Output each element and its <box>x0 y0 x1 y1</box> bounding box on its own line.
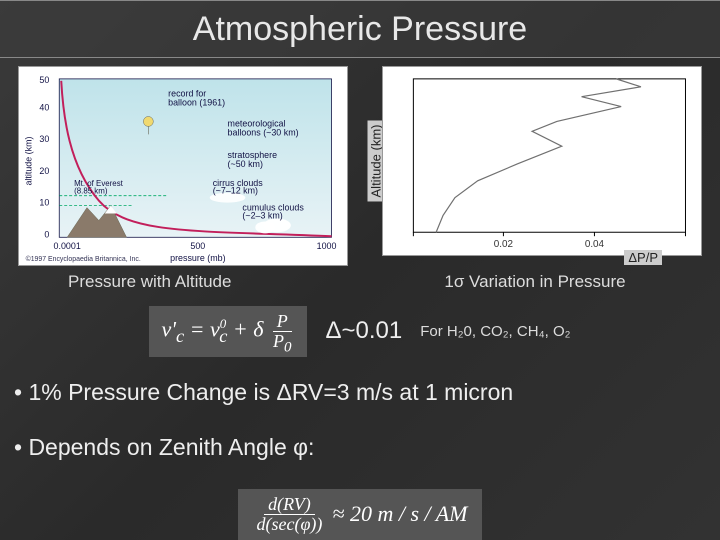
svg-text:altitude (km): altitude (km) <box>24 137 34 186</box>
bullets: • 1% Pressure Change is ΔRV=3 m/s at 1 m… <box>0 357 720 461</box>
page-title: Atmospheric Pressure <box>193 10 527 49</box>
frac-num: P <box>273 312 292 332</box>
pressure-altitude-chart: 0 10 20 30 40 50 altitude (km) 0.0001 50… <box>18 66 348 266</box>
bullet-2: • Depends on Zenith Angle φ: <box>14 434 706 461</box>
svg-text:0: 0 <box>44 229 49 239</box>
equation-line-center: ν'c = ν0c + δ P P0 <box>149 306 307 357</box>
svg-text:balloon (1961): balloon (1961) <box>168 98 225 108</box>
eq2-num: d(RV) <box>264 495 315 515</box>
svg-text:(~50 km): (~50 km) <box>228 159 263 169</box>
charts-row: 0 10 20 30 40 50 altitude (km) 0.0001 50… <box>0 58 720 266</box>
svg-text:40: 40 <box>39 103 49 113</box>
svg-text:30: 30 <box>39 134 49 144</box>
delta-value: Δ~0.01 <box>325 317 402 345</box>
svg-text:10: 10 <box>39 198 49 208</box>
svg-text:(~7–12 km): (~7–12 km) <box>213 186 258 196</box>
title-bar: Atmospheric Pressure <box>0 0 720 58</box>
eq2-rhs: ≈ 20 m / s / AM <box>332 501 467 527</box>
eq2-den: d(sec(φ)) <box>252 515 326 534</box>
right-chart-svg: 0.02 0.04 <box>383 67 701 255</box>
svg-text:1000: 1000 <box>317 241 337 251</box>
svg-text:(8.85 km): (8.85 km) <box>74 187 108 196</box>
right-chart-wrap: Altitude (km) 0.02 0.04 ΔP/P <box>382 66 702 256</box>
pressure-variation-chart: 0.02 0.04 <box>382 66 702 256</box>
right-chart-caption: 1σ Variation in Pressure <box>368 272 702 292</box>
equation-zenith: d(RV) d(sec(φ)) ≈ 20 m / s / AM <box>238 489 481 540</box>
equation2-wrap: d(RV) d(sec(φ)) ≈ 20 m / s / AM <box>0 489 720 540</box>
svg-text:pressure (mb): pressure (mb) <box>170 253 225 263</box>
formula-row: ν'c = ν0c + δ P P0 Δ~0.01 For H₂0, CO₂, … <box>0 306 720 357</box>
right-chart-xlabel: ΔP/P <box>624 250 662 265</box>
svg-text:(~2–3 km): (~2–3 km) <box>242 210 282 220</box>
svg-text:0.04: 0.04 <box>585 239 605 250</box>
svg-text:500: 500 <box>190 241 205 251</box>
svg-text:0.02: 0.02 <box>494 239 513 250</box>
captions-row: Pressure with Altitude 1σ Variation in P… <box>0 266 720 292</box>
svg-text:0.0001: 0.0001 <box>54 241 81 251</box>
left-chart-caption: Pressure with Altitude <box>18 272 368 292</box>
left-chart-svg: 0 10 20 30 40 50 altitude (km) 0.0001 50… <box>19 67 347 265</box>
svg-text:20: 20 <box>39 166 49 176</box>
bullet-1: • 1% Pressure Change is ΔRV=3 m/s at 1 m… <box>14 379 706 406</box>
gases-list: For H₂0, CO₂, CH₄, O₂ <box>420 323 570 340</box>
svg-text:50: 50 <box>39 75 49 85</box>
svg-text:balloons (~30 km): balloons (~30 km) <box>228 127 299 137</box>
svg-text:©1997 Encyclopaedia Britannica: ©1997 Encyclopaedia Britannica, Inc. <box>26 255 141 263</box>
